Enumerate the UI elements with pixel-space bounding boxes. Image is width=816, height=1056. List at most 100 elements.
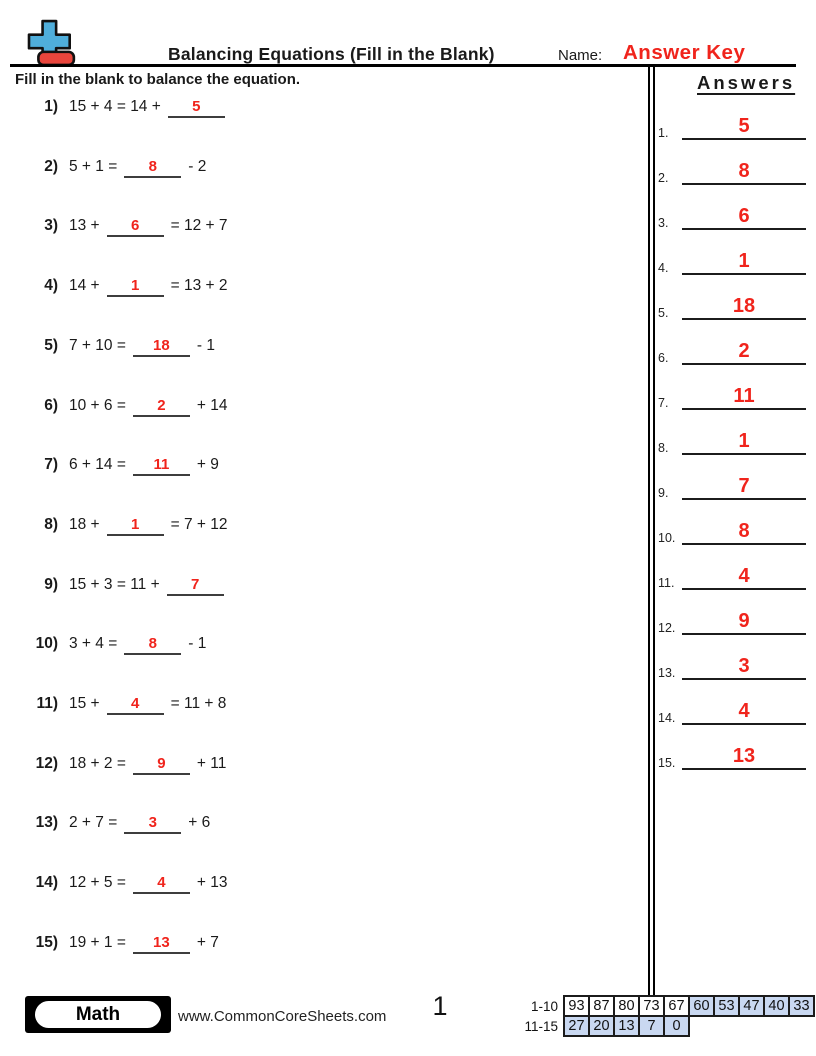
score-cell: 93 <box>563 995 590 1017</box>
problem-number: 7) <box>44 456 58 474</box>
score-cell-empty <box>714 1016 739 1036</box>
answer-line: 3 <box>682 656 806 680</box>
answer-line: 4 <box>682 566 806 590</box>
blank-answer: 3 <box>148 814 157 832</box>
answer-line: 1 <box>682 251 806 275</box>
problem-row: 5) 7 + 10 = 18 - 1 <box>26 337 446 357</box>
problem-prefix: 15 + 4 = 14 + <box>69 98 161 115</box>
subject-badge: Math <box>25 996 171 1033</box>
problem-row: 1) 15 + 4 = 14 + 5 <box>26 98 446 118</box>
problem-number: 9) <box>44 575 58 593</box>
score-cell-empty <box>689 1016 714 1036</box>
answer-row: 8. 1 <box>658 431 806 455</box>
answer-line: 5 <box>682 116 806 140</box>
score-table-row: 1-10 93 87 80 73 67 60 53 47 40 33 <box>513 995 815 1017</box>
problem-prefix: 14 + <box>69 277 100 295</box>
score-cell: 53 <box>713 995 740 1017</box>
problem-prefix: 18 + <box>69 515 100 533</box>
problem-row: 13) 2 + 7 = 3 + 6 <box>26 814 446 835</box>
answer-value: 13 <box>732 745 756 767</box>
answers-list: 1. 5 2. 8 3. 6 4. 1 5. 18 6. 2 7. 11 8. 1 9. 7 10… <box>658 116 806 770</box>
problem-row: 14) 12 + 5 = 4 + 13 <box>26 874 446 895</box>
problems-list: 1) 15 + 4 = 14 + 5 2) 5 + 1 = 8 - 2 3) 13 + 6 = … <box>26 98 446 954</box>
score-cell-empty <box>739 1016 764 1036</box>
problem-suffix: - 2 <box>188 157 207 175</box>
answer-blank: 4 <box>132 874 190 895</box>
answer-row: 1. 5 <box>658 116 806 140</box>
answer-line: 8 <box>682 161 806 185</box>
problem-row: 12) 18 + 2 = 9 + 11 <box>26 755 446 775</box>
answer-value: 1 <box>738 250 750 272</box>
answer-blank: 13 <box>132 934 190 954</box>
answers-heading: Answers <box>697 72 796 93</box>
answer-value: 5 <box>738 115 750 137</box>
answer-number: 3. <box>658 216 669 230</box>
answer-line: 6 <box>682 206 806 230</box>
answer-number: 15. <box>658 756 676 770</box>
answers-panel-divider <box>648 67 655 995</box>
problem-number: 11) <box>36 695 58 713</box>
blank-answer: 18 <box>153 336 170 354</box>
answer-line: 7 <box>682 476 806 500</box>
problem-number: 5) <box>44 336 58 354</box>
problem-row: 9) 15 + 3 = 11 + 7 <box>26 576 446 596</box>
answer-row: 14. 4 <box>658 701 806 725</box>
answer-blank: 7 <box>166 576 224 596</box>
answer-number: 4. <box>658 261 669 275</box>
problem-row: 3) 13 + 6 = 12 + 7 <box>26 217 446 238</box>
problem-prefix: 5 + 1 = <box>69 157 118 175</box>
answer-value: 7 <box>738 475 750 497</box>
blank-answer: 1 <box>130 277 140 295</box>
blank-answer: 5 <box>192 98 201 115</box>
answer-blank: 6 <box>106 217 164 238</box>
answer-blank: 11 <box>132 456 190 477</box>
answer-value: 4 <box>738 565 750 587</box>
header-divider-line <box>10 64 796 67</box>
score-cell: 80 <box>613 995 640 1017</box>
answer-number: 12. <box>658 621 676 635</box>
problem-suffix: - 1 <box>196 336 215 354</box>
problem-prefix: 15 + <box>69 695 100 713</box>
page-number: 1 <box>432 991 448 1021</box>
answer-number: 8. <box>658 441 669 455</box>
score-table: 1-10 93 87 80 73 67 60 53 47 40 33 11-15… <box>513 995 815 1037</box>
problem-prefix: 15 + 3 = 11 + <box>69 575 160 593</box>
score-cell: 67 <box>663 995 690 1017</box>
score-cell: 13 <box>613 1015 640 1037</box>
answer-blank: 8 <box>124 635 182 656</box>
problem-number: 3) <box>44 217 58 235</box>
answer-blank: 18 <box>132 336 190 357</box>
answer-value: 9 <box>738 610 750 632</box>
score-range-label: 1-10 <box>530 998 558 1014</box>
problem-number: 4) <box>44 277 58 295</box>
blank-answer: 1 <box>130 515 140 533</box>
problem-prefix: 18 + 2 = <box>69 754 126 772</box>
score-range-label: 11-15 <box>524 1018 558 1034</box>
problem-suffix: + 14 <box>196 396 228 414</box>
problem-number: 12) <box>35 754 58 772</box>
problem-suffix: + 13 <box>196 874 228 892</box>
score-cell: 87 <box>588 995 615 1017</box>
blank-answer: 6 <box>130 217 140 235</box>
answer-value: 4 <box>738 700 750 722</box>
answer-number: 10. <box>658 531 676 545</box>
website-url: www.CommonCoreSheets.com <box>178 1008 387 1025</box>
problem-prefix: 3 + 4 = <box>69 635 118 653</box>
answer-number: 7. <box>658 396 669 410</box>
answer-number: 11. <box>658 576 675 590</box>
problem-suffix: = 13 + 2 <box>170 277 228 295</box>
score-cell: 60 <box>688 995 715 1017</box>
answer-row: 3. 6 <box>658 206 806 230</box>
answer-blank: 5 <box>167 98 225 118</box>
answer-value: 6 <box>738 205 750 227</box>
answer-number: 14. <box>658 711 676 725</box>
problem-row: 10) 3 + 4 = 8 - 1 <box>26 635 446 656</box>
answer-blank: 1 <box>106 515 164 536</box>
answer-value: 8 <box>738 520 750 542</box>
score-cell: 20 <box>588 1015 615 1037</box>
problem-suffix: = 11 + 8 <box>170 695 227 713</box>
score-cell: 0 <box>663 1015 690 1037</box>
problem-prefix: 10 + 6 = <box>69 396 126 414</box>
answer-blank: 8 <box>124 158 182 178</box>
blank-answer: 2 <box>157 396 166 414</box>
